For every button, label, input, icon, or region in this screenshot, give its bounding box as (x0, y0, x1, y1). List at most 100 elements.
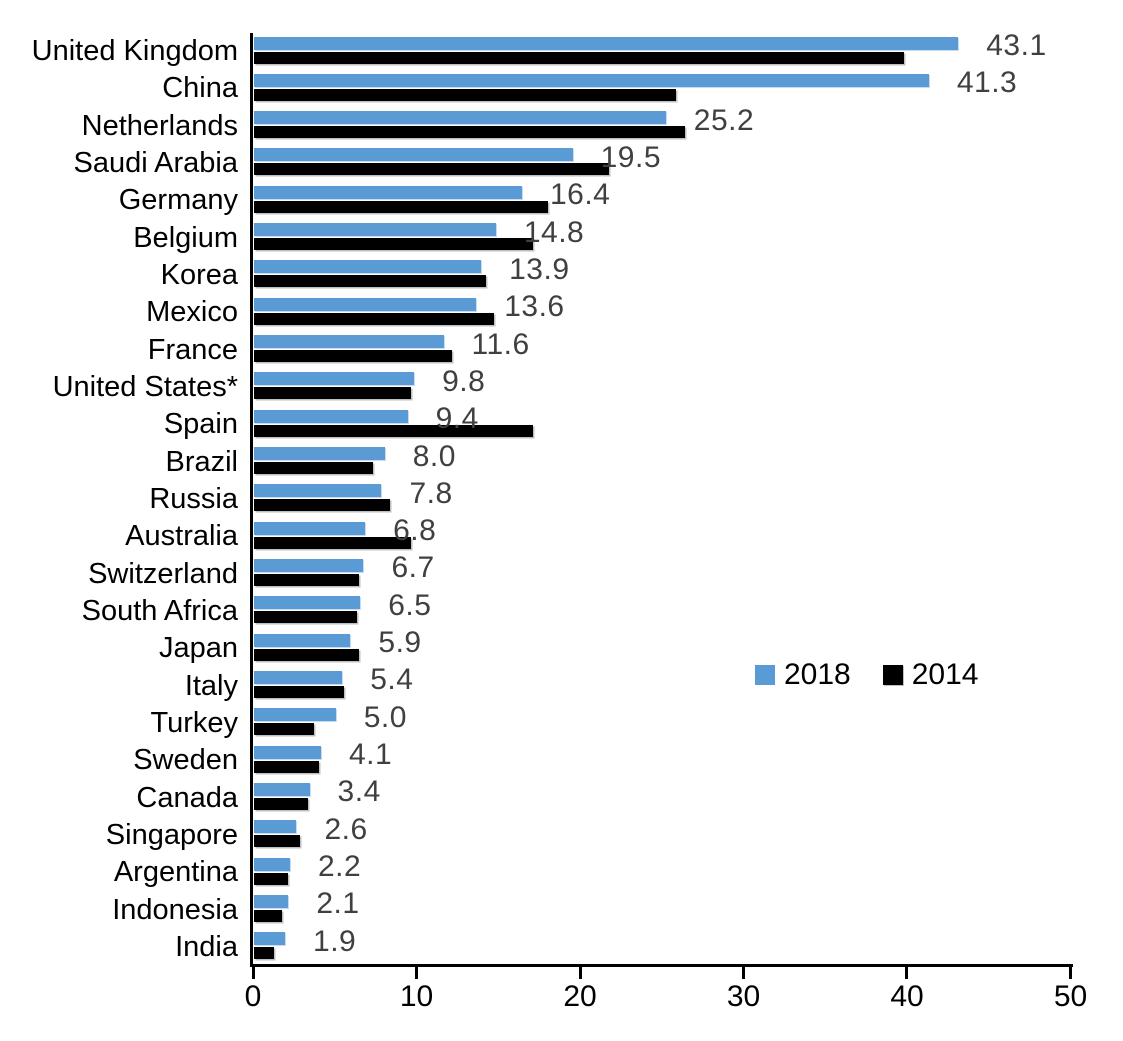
x-axis-tick (578, 964, 582, 979)
value-label-belgium: 14.8 (523, 215, 585, 249)
bar-2014-sweden (254, 760, 320, 773)
value-label-australia: 6.8 (393, 514, 437, 548)
legend-label-2018: 2018 (784, 658, 851, 691)
value-label-south-africa: 6.5 (388, 588, 432, 622)
x-axis-tick-label: 10 (399, 980, 434, 1013)
bar-2018-belgium (254, 223, 496, 237)
legend-swatch-2018 (755, 665, 775, 685)
bar-2014-united-kingdom (254, 51, 905, 64)
bar-2014-italy (254, 685, 344, 698)
bar-2018-united-kingdom (254, 36, 959, 50)
category-label-china: China (162, 72, 238, 105)
category-label-sweden: Sweden (133, 744, 238, 777)
bar-2018-germany (254, 185, 522, 199)
bar-2014-belgium (254, 238, 534, 251)
category-label-south-africa: South Africa (81, 594, 238, 627)
value-label-turkey: 5.0 (363, 700, 407, 734)
value-label-saudi-arabia: 19.5 (600, 140, 662, 174)
value-label-netherlands: 25.2 (693, 103, 755, 137)
y-axis-line (250, 33, 253, 967)
bar-2018-india (254, 932, 286, 946)
x-axis-tick (415, 964, 418, 979)
category-label-australia: Australia (125, 520, 238, 553)
category-label-russia: Russia (149, 482, 238, 515)
bar-2018-australia (254, 521, 366, 535)
bar-2018-sweden (254, 745, 321, 759)
category-label-switzerland: Switzerland (88, 557, 238, 590)
chart-legend: 2018 2014 (755, 658, 979, 692)
bar-2018-south-africa (254, 596, 361, 610)
bar-2014-united-states (254, 387, 411, 400)
x-axis-tick (251, 964, 255, 979)
x-axis-tick (1068, 964, 1072, 979)
category-label-korea: Korea (160, 259, 238, 292)
bar-2018-netherlands (254, 111, 666, 125)
legend-item-2018: 2018 (755, 658, 851, 692)
bar-2014-japan (254, 648, 359, 661)
legend-swatch-2014 (882, 665, 903, 685)
category-label-france: France (147, 333, 238, 366)
bar-2018-argentina (254, 857, 290, 871)
value-label-switzerland: 6.7 (391, 551, 435, 585)
bar-2014-turkey (254, 723, 315, 736)
value-label-united-kingdom: 43.1 (986, 29, 1047, 62)
category-label-singapore: Singapore (105, 818, 238, 851)
bar-2018-spain (254, 409, 408, 423)
value-label-spain: 9.4 (435, 402, 479, 436)
bar-2018-russia (254, 484, 382, 498)
value-label-italy: 5.4 (370, 663, 414, 697)
bar-2014-russia (254, 499, 390, 512)
value-label-russia: 7.8 (409, 476, 453, 510)
value-label-argentina: 2.2 (317, 850, 362, 884)
bar-2014-korea (254, 275, 487, 288)
bar-2014-singapore (254, 835, 300, 848)
category-label-saudi-arabia: Saudi Arabia (73, 147, 238, 180)
x-axis-tick (905, 964, 908, 979)
bar-2018-singapore (254, 820, 297, 834)
bar-2014-france (254, 350, 452, 363)
bar-2018-turkey (254, 708, 336, 722)
category-label-netherlands: Netherlands (81, 109, 238, 142)
value-label-india: 1.9 (313, 924, 357, 958)
bar-2014-mexico (254, 312, 495, 325)
category-label-italy: Italy (184, 669, 238, 702)
bar-2018-switzerland (254, 558, 364, 572)
category-label-united-kingdom: United Kingdom (31, 35, 238, 68)
category-label-japan: Japan (158, 632, 238, 665)
bar-2014-australia (254, 536, 411, 549)
bar-2018-canada (254, 782, 310, 796)
x-axis-tick-label: 40 (890, 980, 924, 1013)
bar-2018-brazil (254, 447, 385, 461)
bar-2014-south-africa (254, 611, 357, 624)
value-label-japan: 5.9 (378, 626, 422, 660)
bar-2018-korea (254, 260, 482, 274)
category-label-belgium: Belgium (133, 221, 238, 254)
category-label-argentina: Argentina (113, 856, 238, 889)
category-label-canada: Canada (136, 781, 238, 814)
bar-2018-italy (254, 670, 343, 684)
bar-2018-france (254, 335, 444, 349)
bar-2014-indonesia (254, 909, 282, 922)
x-axis-line (250, 964, 1073, 967)
bar-2014-canada (254, 797, 308, 810)
category-label-united-states: United States* (52, 371, 238, 404)
x-axis-tick-label: 0 (244, 980, 262, 1013)
value-label-mexico: 13.6 (504, 290, 565, 324)
category-label-indonesia: Indonesia (112, 893, 238, 926)
value-label-brazil: 8.0 (412, 439, 456, 473)
bar-2014-germany (254, 200, 549, 213)
category-label-india: India (175, 930, 238, 963)
value-label-canada: 3.4 (337, 775, 381, 809)
bar-2014-china (254, 88, 676, 101)
bar-2014-brazil (254, 462, 374, 475)
category-label-spain: Spain (163, 408, 238, 441)
category-label-turkey: Turkey (150, 706, 238, 739)
bar-2018-united-states (254, 372, 415, 386)
value-label-united-states: 9.8 (442, 364, 486, 398)
bar-2014-switzerland (254, 573, 359, 586)
category-label-germany: Germany (118, 184, 238, 217)
x-axis-tick-label: 50 (1053, 980, 1088, 1013)
category-label-mexico: Mexico (146, 296, 238, 329)
value-label-singapore: 2.6 (324, 812, 368, 846)
